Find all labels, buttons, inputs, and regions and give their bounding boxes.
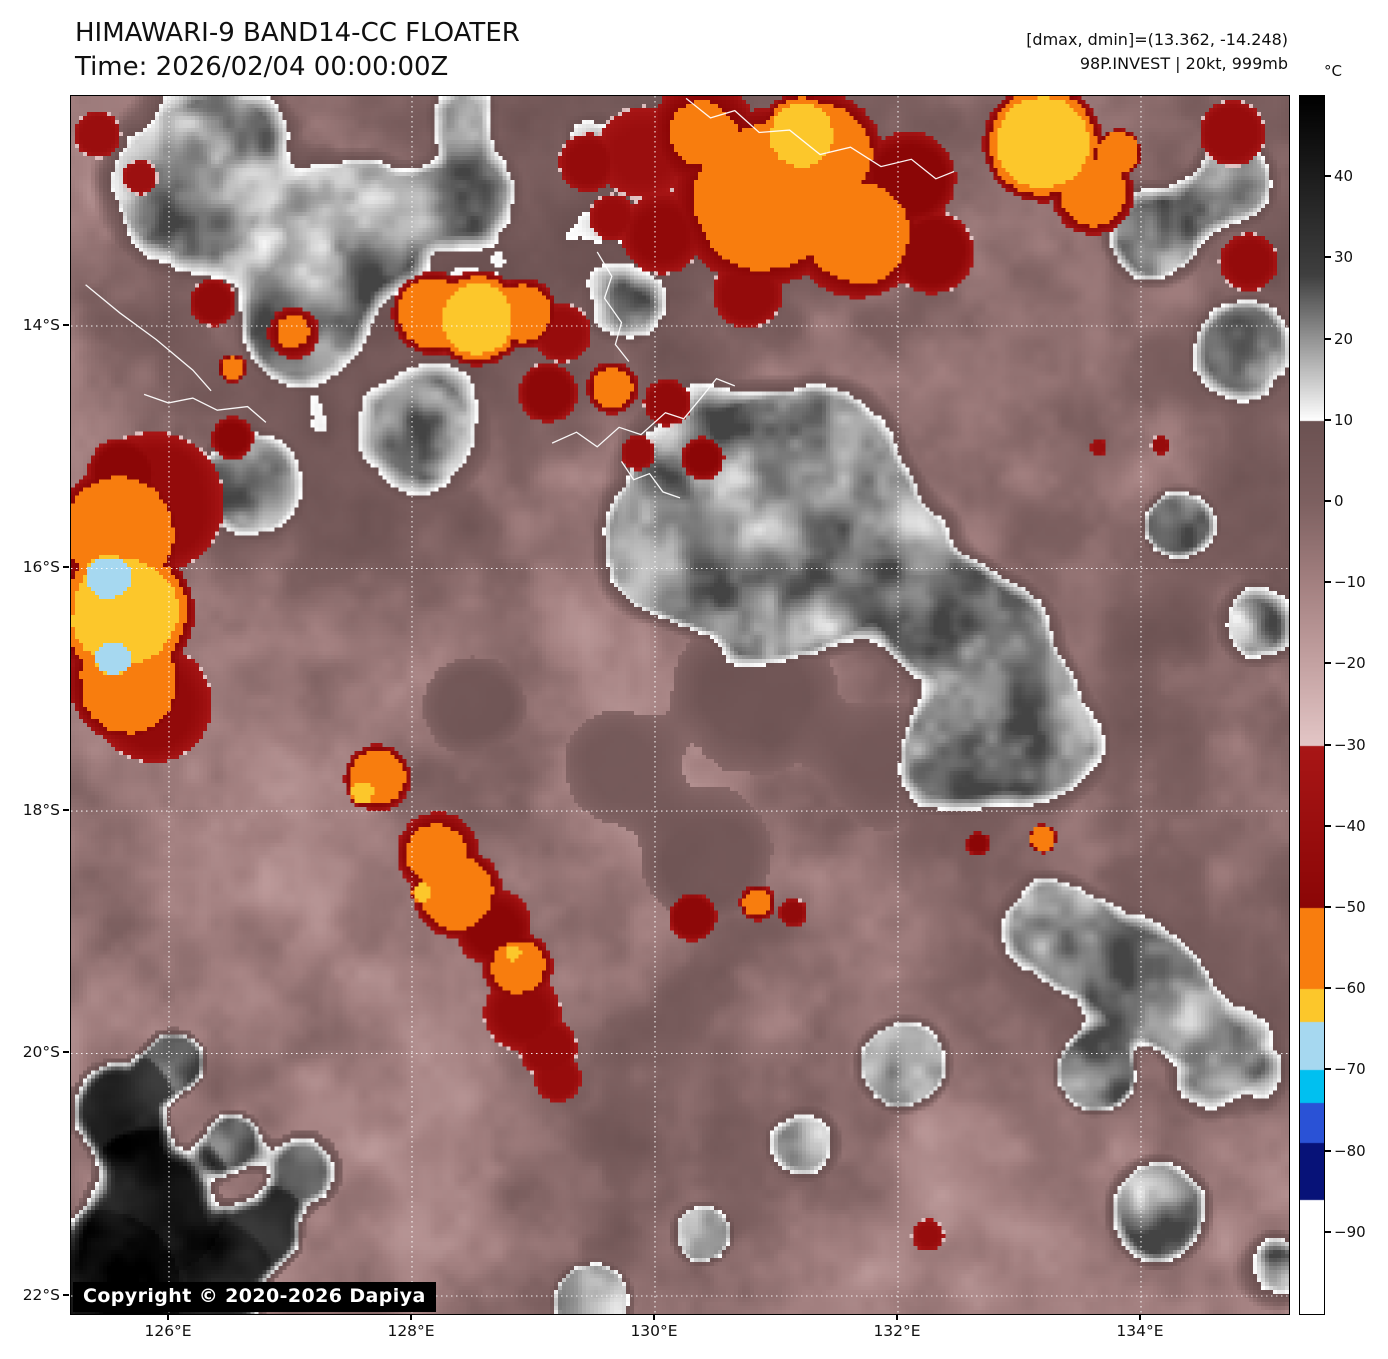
lat-tick-label: 14°S: [22, 315, 60, 334]
colorbar-tick-label: 40: [1334, 167, 1354, 186]
map-grid-overlay: [71, 96, 1289, 1314]
colorbar-tick-label: −20: [1334, 654, 1366, 673]
colorbar-tick: [1325, 256, 1331, 259]
colorbar-tick-label: −80: [1334, 1141, 1366, 1160]
lon-tick: [896, 1314, 899, 1320]
colorbar-tick: [1325, 662, 1331, 665]
colorbar-tick-label: 10: [1334, 410, 1354, 429]
lat-tick: [63, 323, 69, 326]
colorbar-tick: [1325, 987, 1331, 990]
colorbar-tick-label: −90: [1334, 1222, 1366, 1241]
colorbar: [1299, 95, 1325, 1315]
lat-tick: [63, 809, 69, 812]
colorbar-tick-label: −40: [1334, 816, 1366, 835]
colorbar-tick-label: −50: [1334, 898, 1366, 916]
satellite-map-area: Copyright © 2020-2026 Dapiya: [70, 95, 1290, 1315]
colorbar-tick-label: −70: [1334, 1060, 1366, 1079]
lon-tick-label: 126°E: [144, 1322, 192, 1340]
lat-tick: [63, 1051, 69, 1054]
colorbar-tick-label: −10: [1334, 573, 1366, 592]
colorbar-tick-label: −30: [1334, 735, 1366, 754]
coastline-overlay: [85, 97, 955, 499]
colorbar-tick-label: 30: [1334, 248, 1354, 267]
colorbar-tick: [1325, 1230, 1331, 1233]
lon-tick: [1139, 1314, 1141, 1320]
colorbar-tick: [1325, 743, 1331, 746]
lat-tick-label: 20°S: [22, 1043, 60, 1062]
lon-tick-label: 128°E: [387, 1322, 435, 1340]
lat-tick-label: 22°S: [22, 1285, 60, 1304]
lon-tick: [653, 1314, 656, 1320]
colorbar-tick: [1325, 500, 1331, 502]
satellite-image: [71, 96, 1289, 1314]
colorbar-tick: [1325, 824, 1331, 827]
lon-tick-label: 134°E: [1116, 1322, 1164, 1340]
lon-tick: [167, 1314, 170, 1320]
colorbar-tick: [1325, 175, 1331, 178]
lat-tick-label: 18°S: [22, 801, 60, 820]
lat-tick: [63, 1293, 69, 1296]
title-block: HIMAWARI-9 BAND14-CC FLOATER Time: 2026/…: [75, 16, 520, 84]
storm-info-label: 98P.INVEST | 20kt, 999mb: [1079, 54, 1288, 73]
copyright-label: Copyright © 2020-2026 Dapiya: [73, 1282, 436, 1312]
lat-tick: [63, 566, 69, 569]
colorbar-tick: [1325, 1149, 1331, 1152]
header-annotations: [dmax, dmin]=(13.362, -14.248) 98P.INVES…: [700, 28, 1288, 76]
colorbar-tick-label: −60: [1334, 979, 1366, 998]
colorbar-tick: [1325, 581, 1331, 584]
colorbar-tick: [1325, 337, 1331, 340]
lon-tick-label: 130°E: [630, 1322, 678, 1340]
colorbar-tick: [1325, 906, 1331, 908]
gridlines: [71, 96, 1289, 1314]
figure-timestamp: Time: 2026/02/04 00:00:00Z: [75, 52, 449, 82]
colorbar-tick: [1325, 418, 1331, 421]
colorbar-tick-label: 0: [1334, 492, 1344, 510]
figure-title: HIMAWARI-9 BAND14-CC FLOATER: [75, 18, 520, 48]
dmax-dmin-label: [dmax, dmin]=(13.362, -14.248): [1026, 30, 1288, 49]
colorbar-unit-label: °C: [1324, 62, 1342, 80]
colorbar-tick-label: 20: [1334, 329, 1354, 348]
colorbar-tick: [1325, 1068, 1331, 1071]
lon-tick-label: 132°E: [873, 1322, 921, 1340]
lat-tick-label: 16°S: [22, 558, 60, 577]
lon-tick: [410, 1314, 413, 1320]
